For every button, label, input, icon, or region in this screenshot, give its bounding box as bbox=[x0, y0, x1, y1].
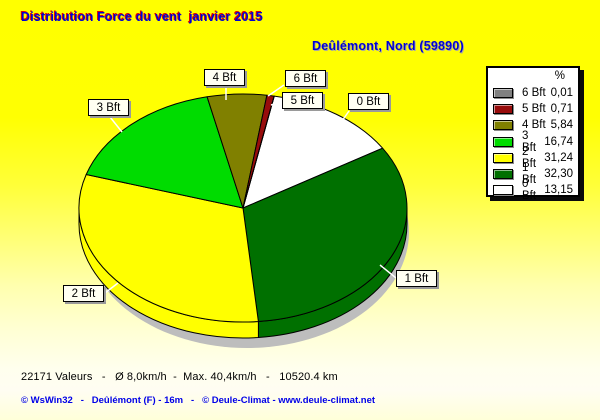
pie-slice-1bft bbox=[242, 147, 408, 322]
legend-label-3bft: 3 Bft bbox=[522, 129, 537, 154]
pie-slice-3bft bbox=[85, 96, 244, 209]
leader-line-2bft bbox=[104, 282, 119, 294]
stats-line: 22171 Valeurs - Ø 8,0km/h - Max. 40,4km/… bbox=[21, 371, 338, 383]
legend-box: % 6 Bft 0,01 5 Bft 0,71 4 Bft 5,84 3 Bft 16,74 2… bbox=[486, 66, 580, 202]
legend-value-0bft: 13,15 bbox=[544, 184, 573, 197]
legend-row-5bft: 5 Bft 0,71 bbox=[493, 101, 573, 117]
callout-4bft: 4 Bft bbox=[204, 69, 245, 86]
legend-label-1bft: 1 Bft bbox=[522, 162, 537, 187]
callout-0bft: 0 Bft bbox=[348, 93, 389, 110]
legend-row-1bft: 1 Bft 32,30 bbox=[493, 162, 573, 186]
leader-line-3bft bbox=[109, 116, 123, 133]
callout-1bft: 1 Bft bbox=[396, 270, 437, 287]
legend-header-percent: % bbox=[554, 70, 565, 82]
legend-label-5bft: 5 Bft bbox=[522, 103, 546, 116]
chart-title: Distribution Force du vent janvier 2015 bbox=[21, 10, 264, 24]
credit-line: © WsWin32 - Deûlémont (F) - 16m - © Deul… bbox=[21, 395, 376, 406]
legend-label-4bft: 4 Bft bbox=[522, 119, 546, 132]
legend-swatch-0bft bbox=[493, 185, 513, 196]
callout-6bft: 6 Bft bbox=[285, 70, 326, 87]
legend-swatch-3bft bbox=[493, 136, 513, 147]
callout-2bft: 2 Bft bbox=[63, 285, 104, 302]
legend-value-1bft: 32,30 bbox=[544, 168, 573, 181]
leader-line-5bft bbox=[270, 101, 282, 106]
legend-swatch-4bft bbox=[493, 120, 513, 131]
leader-line-6bft bbox=[267, 84, 285, 97]
legend-value-6bft: 0,01 bbox=[550, 87, 573, 100]
legend-value-2bft: 31,24 bbox=[544, 151, 573, 164]
legend-label-6bft: 6 Bft bbox=[522, 87, 546, 100]
legend-label-0bft: 0 Bft bbox=[522, 178, 537, 203]
legend-value-5bft: 0,71 bbox=[550, 103, 573, 116]
leader-line-0bft bbox=[341, 110, 350, 122]
leader-line-1bft bbox=[379, 264, 397, 279]
legend-swatch-6bft bbox=[493, 88, 513, 99]
legend-swatch-1bft bbox=[493, 169, 513, 180]
pie-slice-6bft bbox=[242, 95, 275, 209]
legend-row-2bft: 2 Bft 31,24 bbox=[493, 146, 573, 170]
legend-swatch-5bft bbox=[493, 104, 513, 115]
legend-row-3bft: 3 Bft 16,74 bbox=[493, 130, 573, 154]
legend-value-3bft: 16,74 bbox=[544, 135, 573, 148]
legend-row-0bft: 0 Bft 13,15 bbox=[493, 178, 573, 202]
callout-5bft: 5 Bft bbox=[282, 92, 323, 109]
legend-rows: 6 Bft 0,01 5 Bft 0,71 4 Bft 5,84 3 Bft 16,74 2 B… bbox=[493, 85, 573, 202]
callout-3bft: 3 Bft bbox=[88, 99, 129, 116]
legend-swatch-2bft bbox=[493, 152, 513, 163]
legend-row-6bft: 6 Bft 0,01 bbox=[493, 85, 573, 101]
pie-slice-2bft bbox=[78, 174, 259, 323]
legend-value-4bft: 5,84 bbox=[550, 119, 573, 132]
legend-row-4bft: 4 Bft 5,84 bbox=[493, 117, 573, 133]
chart-subtitle: Deûlémont, Nord (59890) bbox=[312, 39, 464, 53]
legend-label-2bft: 2 Bft bbox=[522, 145, 537, 170]
